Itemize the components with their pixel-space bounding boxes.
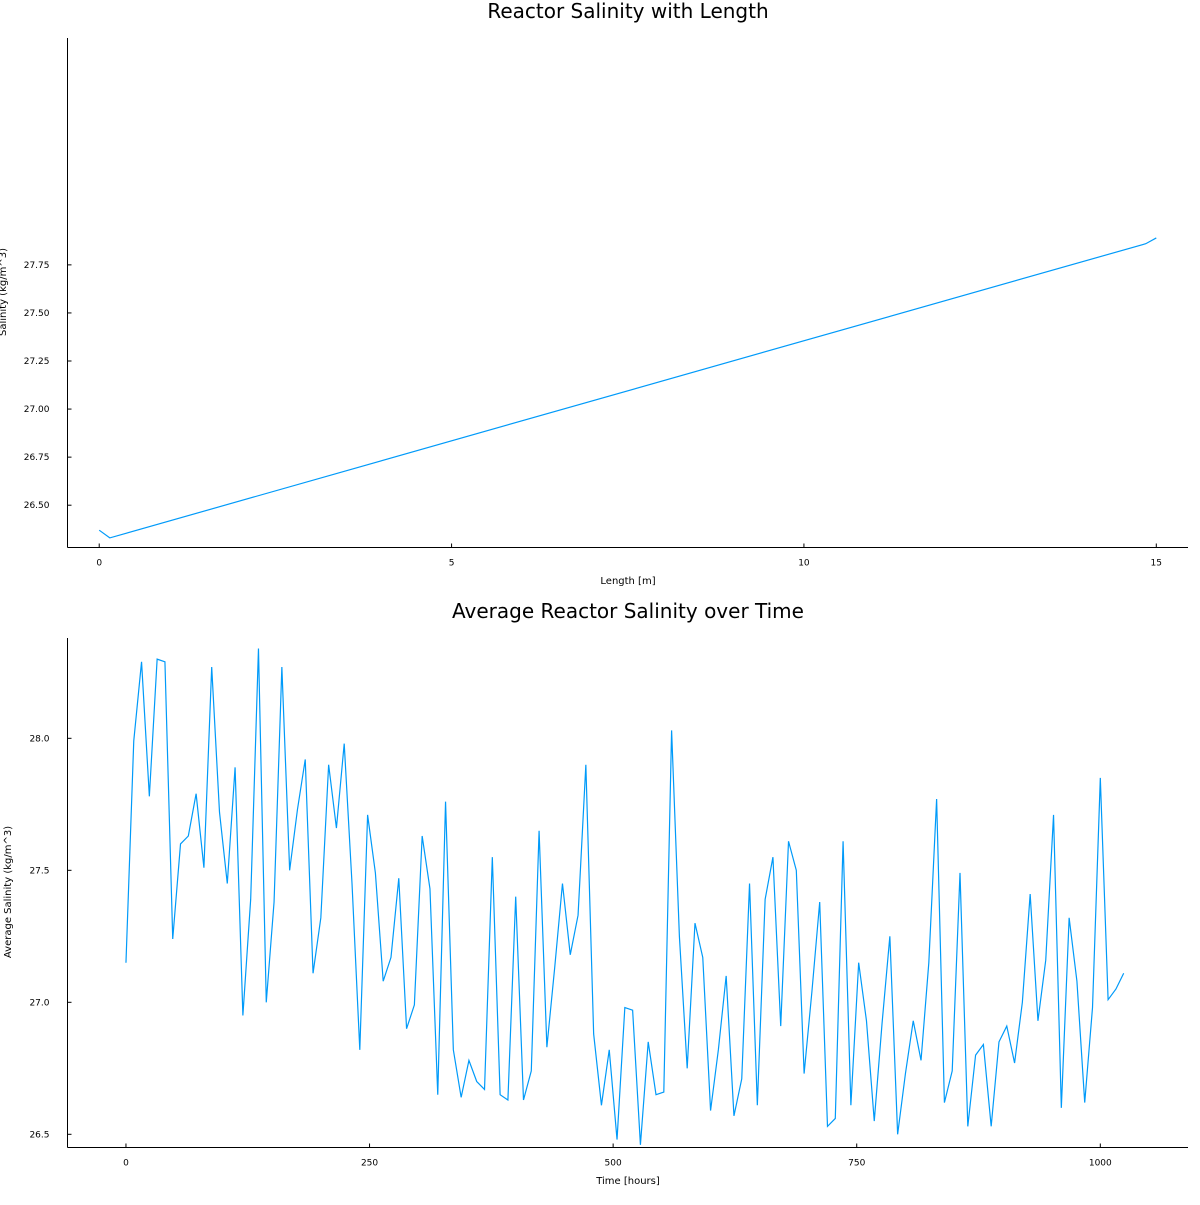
x-tick-label: 250 xyxy=(361,1159,378,1169)
x-tick-label: 5 xyxy=(449,559,455,569)
y-axis-label: Salinity (kg/m^3) xyxy=(0,248,9,336)
y-tick-label: 27.75 xyxy=(24,261,50,271)
x-axis-label: Length [m] xyxy=(600,576,655,587)
y-tick-label: 26.75 xyxy=(24,453,50,463)
x-tick-group: 0 250 500 750 1000 xyxy=(123,1143,1112,1169)
y-tick-label: 26.50 xyxy=(24,501,50,511)
x-tick-label: 0 xyxy=(123,1159,129,1169)
y-tick-label: 27.25 xyxy=(24,357,50,367)
chart-title: Reactor Salinity with Length xyxy=(487,0,768,23)
x-tick-label: 10 xyxy=(798,559,810,569)
y-tick-label: 27.0 xyxy=(29,998,49,1008)
y-tick-label: 27.5 xyxy=(29,866,49,876)
x-tick-label: 750 xyxy=(848,1159,865,1169)
chart-title: Average Reactor Salinity over Time xyxy=(452,599,804,623)
x-tick-label: 15 xyxy=(1151,559,1162,569)
y-tick-label: 26.5 xyxy=(29,1130,49,1140)
x-tick-label: 1000 xyxy=(1089,1159,1112,1169)
x-tick-group: 0 5 10 15 xyxy=(96,543,1162,569)
x-tick-label: 500 xyxy=(605,1159,622,1169)
x-tick-label: 0 xyxy=(96,559,102,569)
salinity-length-chart: Reactor Salinity with Length 0 5 10 15 26.5… xyxy=(0,0,1188,587)
series-line xyxy=(125,648,1125,1145)
y-axis-label: Average Salinity (kg/m^3) xyxy=(3,826,14,958)
y-tick-label: 27.50 xyxy=(24,309,50,319)
y-tick-group: 26.5 27.0 27.5 28.0 xyxy=(29,734,72,1140)
salinity-time-chart: Average Reactor Salinity over Time 0 250 5… xyxy=(3,599,1188,1187)
x-axis-label: Time [hours] xyxy=(595,1176,660,1187)
y-tick-label: 28.0 xyxy=(29,734,49,744)
series-line xyxy=(98,237,1157,539)
y-tick-group: 26.50 26.75 27.00 27.25 27.50 27.75 xyxy=(24,261,72,511)
y-tick-label: 27.00 xyxy=(24,405,50,415)
